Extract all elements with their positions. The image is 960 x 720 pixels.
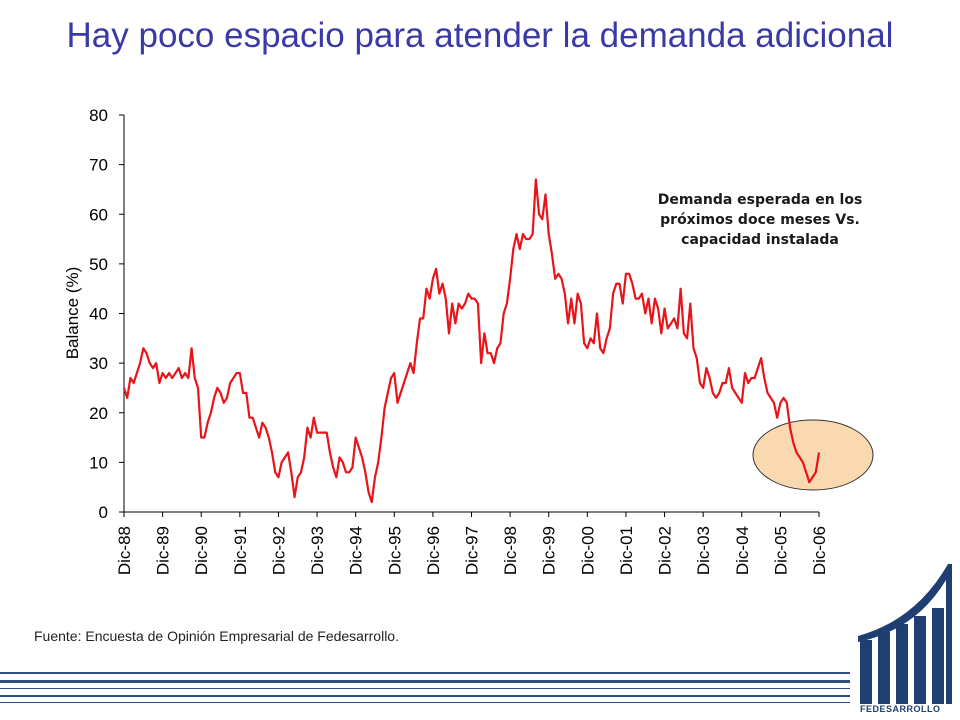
logo-text: FEDESARROLLO bbox=[860, 704, 941, 714]
x-tick-label: Dic-05 bbox=[771, 526, 790, 575]
x-tick-label: Dic-91 bbox=[231, 526, 250, 575]
x-tick-labels: Dic-88 Dic-89 Dic-90 Dic-91 Dic-92 Dic-93 Dic-… bbox=[115, 526, 829, 575]
y-tick-label: 70 bbox=[89, 156, 108, 175]
source-note: Fuente: Encuesta de Opinión Empresarial … bbox=[34, 628, 399, 644]
y-axis-label: Balance (%) bbox=[63, 267, 82, 360]
x-tick-label: Dic-90 bbox=[192, 526, 211, 575]
footer-band bbox=[0, 688, 850, 689]
y-tick-label: 80 bbox=[89, 106, 108, 125]
y-tick-label: 60 bbox=[89, 205, 108, 224]
x-tick-label: Dic-03 bbox=[694, 526, 713, 575]
y-tick-label: 0 bbox=[99, 503, 108, 522]
x-tick-label: Dic-95 bbox=[385, 526, 404, 575]
footer-band bbox=[0, 680, 850, 683]
x-tick-label: Dic-06 bbox=[810, 526, 829, 575]
x-tick-label: Dic-92 bbox=[269, 526, 288, 575]
x-tick-label: Dic-89 bbox=[154, 526, 173, 575]
y-tick-label: 50 bbox=[89, 255, 108, 274]
x-tick-label: Dic-01 bbox=[617, 526, 636, 575]
footer-band bbox=[0, 672, 850, 674]
y-tick-label: 10 bbox=[89, 453, 108, 472]
footer-band bbox=[0, 695, 850, 697]
x-tick-label: Dic-93 bbox=[308, 526, 327, 575]
footer-band bbox=[0, 702, 850, 703]
x-tick-label: Dic-97 bbox=[463, 526, 482, 575]
y-tick-label: 40 bbox=[89, 305, 108, 324]
y-tick-labels: 0 10 20 30 40 50 60 70 80 bbox=[89, 106, 108, 522]
x-tick-label: Dic-88 bbox=[115, 526, 134, 575]
x-tick-label: Dic-00 bbox=[578, 526, 597, 575]
x-tick-label: Dic-02 bbox=[656, 526, 675, 575]
y-tick-label: 30 bbox=[89, 354, 108, 373]
y-tick-label: 20 bbox=[89, 404, 108, 423]
fedesarrollo-logo bbox=[858, 564, 952, 704]
x-tick-label: Dic-98 bbox=[501, 526, 520, 575]
series-line bbox=[122, 178, 821, 504]
chart-annotation: Demanda esperada en los próximos doce me… bbox=[657, 192, 863, 248]
slide-title: Hay poco espacio para atender la demanda… bbox=[66, 16, 894, 55]
x-tick-label: Dic-99 bbox=[540, 526, 559, 575]
x-tick-label: Dic-04 bbox=[733, 526, 752, 575]
chart-axes bbox=[119, 114, 820, 517]
x-tick-label: Dic-96 bbox=[424, 526, 443, 575]
x-tick-label: Dic-94 bbox=[347, 526, 366, 575]
highlight-ellipse bbox=[752, 419, 874, 491]
